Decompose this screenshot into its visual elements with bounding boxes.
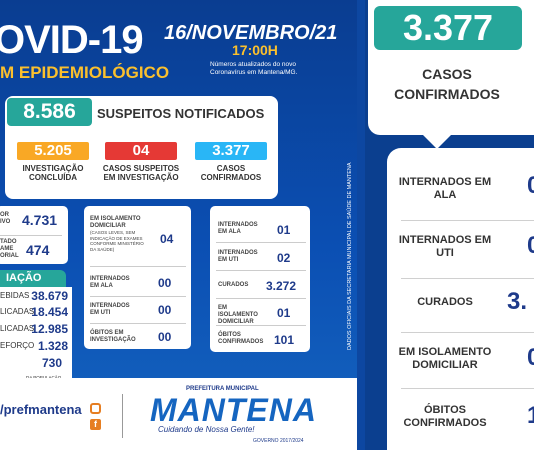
bulletin-date: 16/NOVEMBRO/21 bbox=[164, 22, 338, 44]
conf-deaths-label: ÓBITOS CONFIRMADOS bbox=[218, 332, 264, 345]
conf-isolation-label: EM ISOLAMENTO DOMICILIAR bbox=[218, 305, 258, 325]
divider bbox=[401, 220, 534, 221]
in-investigation-label: CASOS SUSPEITOS EM INVESTIGAÇÃO bbox=[102, 164, 180, 182]
divider bbox=[0, 235, 62, 236]
divider bbox=[216, 298, 306, 299]
divider bbox=[216, 270, 306, 271]
footer-band bbox=[0, 378, 357, 450]
left-row2-label: TADO AME ORIAL bbox=[0, 239, 19, 259]
conf-ward-label: INTERNADOS EM ALA bbox=[218, 222, 258, 235]
isolation-value: 04 bbox=[160, 232, 174, 246]
confirmed-box: INTERNADOS EM ALA 01 INTERNADOS EM UTI 0… bbox=[210, 206, 310, 352]
vaccination-header: IAÇÃO bbox=[0, 270, 66, 287]
detail-row-value: 0 bbox=[527, 344, 534, 371]
detail-row-value: 1 bbox=[527, 402, 534, 429]
instagram-icon[interactable] bbox=[90, 403, 101, 414]
deaths-investigation-label: ÓBITOS EM INVESTIGAÇÃO bbox=[90, 330, 136, 343]
conf-cured-value: 3.272 bbox=[266, 279, 297, 293]
detail-row-label: EM ISOLAMENTO DOMICILIAR bbox=[398, 346, 492, 371]
logo-wordmark: MANTENA bbox=[150, 392, 317, 428]
bulletin-title: OVID-19 bbox=[0, 18, 144, 62]
social-handle[interactable]: /prefmantena bbox=[0, 402, 82, 417]
conf-deaths-value: 101 bbox=[274, 333, 295, 347]
left-row2-value: 474 bbox=[26, 242, 50, 258]
divider bbox=[401, 388, 534, 389]
divider bbox=[90, 266, 186, 267]
logo-years: GOVERNO 2017/2024 bbox=[253, 438, 304, 444]
vac-row-value: 1.328 bbox=[37, 339, 68, 353]
detail-row-label: INTERNADOS EM UTI bbox=[398, 234, 492, 259]
divider bbox=[216, 325, 306, 326]
confirmed-label: CASOS CONFIRMADOS bbox=[200, 164, 262, 182]
conf-ward-value: 01 bbox=[277, 223, 291, 237]
divider bbox=[90, 323, 186, 324]
confirmed-detail-card: INTERNADOS EM ALA 0 INTERNADOS EM UTI 0 … bbox=[387, 148, 534, 450]
bulletin-panel: OVID-19 M EPIDEMIOLÓGICO 16/NOVEMBRO/21 … bbox=[0, 0, 357, 450]
divider bbox=[90, 296, 186, 297]
concluded-value: 5.205 bbox=[17, 142, 89, 160]
update-note: Números atualizados do novo Coronavírus … bbox=[210, 61, 298, 76]
source-note: DADOS OFICIAIS DA SECRETARIA MUNICIPAL D… bbox=[347, 162, 353, 350]
pointer-arrow bbox=[423, 135, 451, 149]
confirmed-panel: 3.377 CASOS CONFIRMADOS INTERNADOS EM AL… bbox=[365, 0, 534, 450]
conf-cured-label: CURADOS bbox=[218, 282, 249, 288]
detail-row-label: CURADOS bbox=[417, 296, 473, 308]
bulletin-subtitle: M EPIDEMIOLÓGICO bbox=[0, 63, 170, 82]
vac-row-value: 730 bbox=[41, 356, 62, 370]
suspects-label: SUSPEITOS NOTIFICADOS bbox=[97, 106, 265, 121]
vac-row-label: LICADAS bbox=[0, 307, 35, 316]
bulletin-time: 17:00H bbox=[232, 42, 278, 58]
icu-label: INTERNADOS EM UTI bbox=[90, 303, 130, 316]
vac-row-value: 18.454 bbox=[31, 305, 68, 319]
isolation-sub: (CASOS LEVES, SEM INDICAÇÃO DE EXAMES CO… bbox=[90, 230, 144, 252]
detail-row-value: 0 bbox=[527, 232, 534, 259]
facebook-icon[interactable]: f bbox=[90, 419, 101, 430]
conf-icu-value: 02 bbox=[277, 251, 291, 265]
in-investigation-value: 04 bbox=[105, 142, 177, 160]
icu-value: 00 bbox=[158, 303, 172, 317]
vac-row-value: 12.985 bbox=[31, 322, 68, 336]
divider bbox=[401, 332, 534, 333]
left-small-box: OR IVO 4.731 TADO AME ORIAL 474 bbox=[0, 206, 68, 264]
concluded-label: INVESTIGAÇÃO CONCLUÍDA bbox=[22, 164, 84, 182]
conf-isolation-value: 01 bbox=[277, 306, 291, 320]
ward-label: INTERNADOS EM ALA bbox=[90, 276, 130, 289]
investigation-box: EM ISOLAMENTO DOMICILIAR (CASOS LEVES, S… bbox=[84, 206, 191, 349]
confirmed-total-label: CASOS CONFIRMADOS bbox=[394, 66, 500, 102]
deaths-investigation-value: 00 bbox=[158, 330, 172, 344]
detail-row-label: INTERNADOS EM ALA bbox=[398, 176, 492, 201]
confirmed-total: 3.377 bbox=[374, 6, 522, 50]
divider bbox=[401, 278, 534, 279]
divider bbox=[122, 394, 123, 438]
ward-value: 00 bbox=[158, 276, 172, 290]
detail-row-value: 0 bbox=[527, 172, 534, 199]
logo-prefecture: PREFEITURA MUNICIPAL bbox=[186, 386, 259, 392]
vac-row-value: 38.679 bbox=[31, 289, 68, 303]
confirmed-header-card: 3.377 CASOS CONFIRMADOS bbox=[368, 0, 534, 135]
conf-icu-label: INTERNADOS EM UTI bbox=[218, 250, 258, 263]
vac-row-label: EFORÇO bbox=[0, 341, 35, 350]
isolation-label: EM ISOLAMENTO DOMICILIAR bbox=[90, 216, 141, 229]
left-row1-value: 4.731 bbox=[22, 212, 58, 228]
detail-row-value: 3. bbox=[507, 288, 528, 315]
logo-slogan: Cuidando de Nossa Gente! bbox=[158, 425, 255, 434]
suspects-card: 8.586 SUSPEITOS NOTIFICADOS 5.205 INVEST… bbox=[5, 96, 278, 199]
confirmed-value: 3.377 bbox=[195, 142, 267, 160]
left-row1-label: OR IVO bbox=[0, 212, 11, 225]
divider bbox=[216, 242, 306, 243]
vac-row-label: LICADAS bbox=[0, 324, 35, 333]
suspects-total: 8.586 bbox=[7, 98, 92, 126]
vac-row-label: EBIDAS bbox=[0, 291, 30, 300]
detail-row-label: ÓBITOS CONFIRMADOS bbox=[403, 404, 487, 429]
